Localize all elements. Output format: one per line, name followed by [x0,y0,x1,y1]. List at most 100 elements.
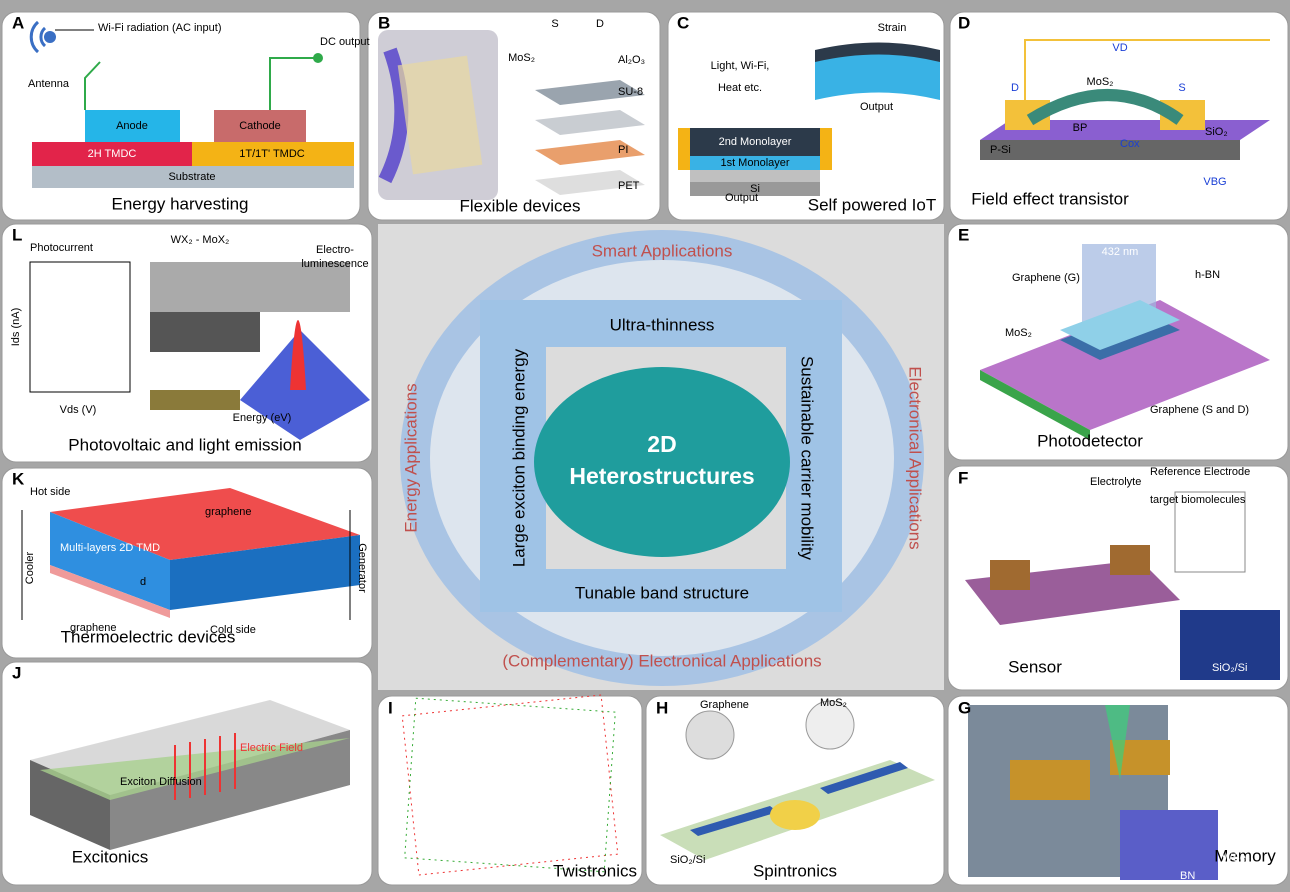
panel-e-art [980,244,1270,440]
panel-a-art [29,20,354,188]
panel-label: SiO₂/Si [1212,662,1247,674]
panel-letter: I [388,698,393,717]
panel-label: SU-8 [618,86,643,98]
panel-label: Exciton Diffusion [120,776,202,788]
panel-label: Strain [878,22,907,34]
ring-label: Electronical Applications [906,366,925,549]
panel-label: D [596,18,604,30]
panel-label: Wi-Fi radiation (AC input) [98,22,221,34]
panel-label: MoS₂ [1087,76,1114,88]
panel-letter: B [378,13,390,32]
property: Large exciton binding energy [509,348,528,567]
panel-label: h-BN [1195,269,1220,281]
panel-label: PET [618,180,640,192]
core-title: 2D [647,431,676,457]
panel-label: 1st Monolayer [720,157,789,169]
panel-letter: F [958,468,968,487]
panel-label: graphene [205,506,252,518]
panel [949,11,1289,221]
panel-label: BN [1180,870,1195,882]
panel-label: S [551,18,558,30]
panel-label: SiO₂ [1205,126,1228,138]
panel-label: D [1011,82,1019,94]
panel-label: MoS₂ [508,52,535,64]
panel-letter: H [656,698,668,717]
panel-label: Cold side [210,624,256,636]
panel [377,695,643,886]
panel-letter: D [958,13,970,32]
ring-label: Smart Applications [592,241,733,260]
panel-f-art [965,491,1280,680]
panel-label: target biomolecules [1150,494,1246,506]
panel-label: Electrolyte [1090,476,1141,488]
panel-letter: K [12,469,25,488]
panel-caption: Excitonics [72,847,149,866]
panel-label: Anode [116,120,148,132]
panel-label: MoS₂ [820,697,847,709]
panel-label: 2nd Monolayer [719,136,792,148]
panel-label: Cathode [239,120,281,132]
panel-label: Generator [356,543,368,593]
panel-label: Cooler [24,551,36,584]
panel-label: Graphene (G) [1012,272,1080,284]
panel-label: Electric Field [240,742,303,754]
panel-label: 1T/1T' TMDC [239,148,305,160]
panel-h-art [660,700,935,860]
panel-label: P-Si [990,144,1011,156]
property: Ultra-thinness [610,315,715,334]
panel-c-art [678,42,940,196]
panel-label: Ids (nA) [10,308,22,347]
panel-label: graphene [70,622,117,634]
panel-caption: Self powered IoT [808,195,937,214]
panel-b-art [378,30,645,200]
panel-caption: Memory [1214,846,1276,865]
panel-label: VBG [1203,176,1226,188]
panel-letter: L [12,225,22,244]
panel-letter: J [12,663,21,682]
panel-label: Multi-layers 2D TMD [60,542,160,554]
panel [1,11,361,221]
panel-label: Al₂O₃ [618,54,645,66]
panel-label: Antenna [28,78,70,90]
panel-label: WSe₂ [1222,852,1250,864]
panel-caption: Twistronics [553,861,637,880]
panel-caption: Spintronics [753,861,837,880]
panel-caption: Thermoelectric devices [61,627,236,646]
panel-label: Light, Wi-Fi, [711,60,770,72]
labels: A Energy harvesting Wi-Fi radiation (AC in… [10,13,1276,881]
panel-label: Heat etc. [718,82,762,94]
panel-label: DC output [320,36,370,48]
panel-label: Output [725,192,758,204]
panel-k-art [21,488,360,620]
panel-label: VD [1112,42,1127,54]
panel-label: Cox [1120,138,1140,150]
property: Sustainable carrier mobility [798,356,817,561]
panel-label: Vds (V) [60,404,97,416]
panel-g-art [968,705,1218,880]
panel-label: SiO₂/Si [670,854,705,866]
panel-label: Photocurrent [30,242,93,254]
panel-label: Output [860,101,893,113]
core [534,367,790,557]
core-title: Heterostructures [569,463,754,489]
panel-caption: Photovoltaic and light emission [68,435,301,454]
panel-label: Graphene (S and D) [1150,404,1249,416]
ring-label: (Complementary) Electronical Application… [502,651,821,670]
panel-caption: Sensor [1008,657,1062,676]
panel-caption: Photodetector [1037,431,1143,450]
panel-j-art [30,700,350,850]
panel-label: MoS₂ [1005,327,1032,339]
panel-label: Substrate [168,171,215,183]
panel-label: 2H TMDC [88,148,137,160]
panel-label: PI [618,144,628,156]
panel-label: Electro- [316,244,354,256]
panel-label: Hot side [30,486,70,498]
panel-letter: E [958,225,969,244]
property: Tunable band structure [575,583,749,602]
panel-label: Reference Electrode [1150,466,1250,478]
panel-label: S [1178,82,1185,94]
panel-letter: C [677,13,689,32]
panel-label: Graphene [700,699,749,711]
panel-caption: Energy harvesting [111,194,248,213]
